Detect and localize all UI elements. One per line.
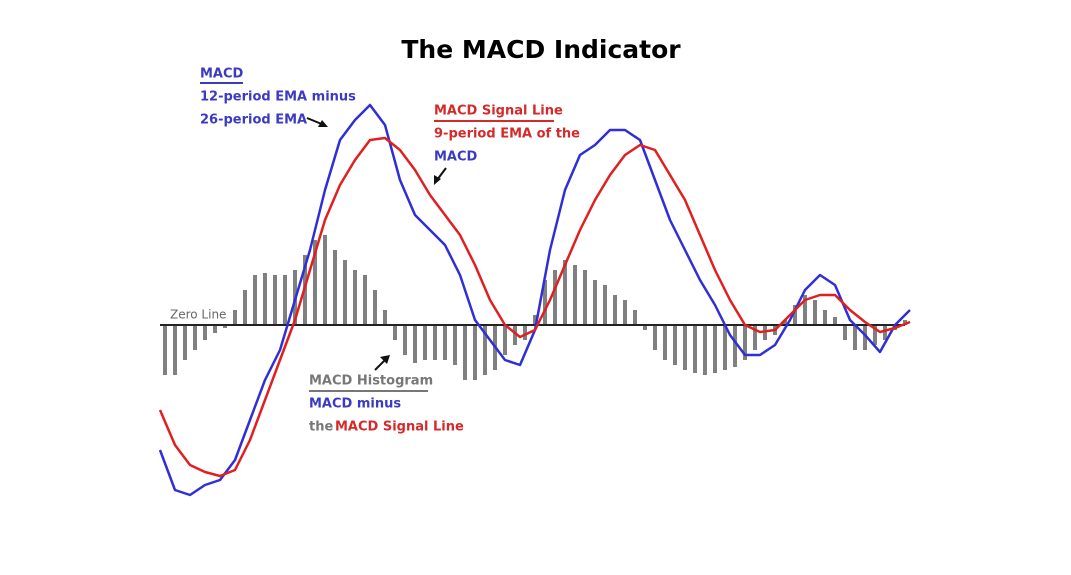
arrow-head: [434, 175, 441, 185]
annotation-text: the: [309, 420, 333, 435]
histogram-bar: [693, 325, 697, 373]
histogram-bar: [833, 317, 837, 325]
histogram-bar: [243, 290, 247, 325]
series-line: [158, 136, 911, 478]
histogram-bar: [793, 305, 797, 325]
histogram-bar: [743, 325, 747, 360]
histogram-bar: [263, 273, 267, 325]
histogram-bar: [653, 325, 657, 350]
histogram-bar: [183, 325, 187, 360]
histogram-bar: [433, 325, 437, 360]
histogram-bar: [563, 260, 567, 325]
histogram-bar: [823, 310, 827, 325]
histogram-bar: [573, 265, 577, 325]
histogram-bar: [723, 325, 727, 370]
histogram-bar: [253, 275, 257, 325]
histogram-bar: [363, 275, 367, 325]
histogram-bar: [753, 325, 757, 350]
annotation-heading: MACD Histogram: [309, 374, 433, 389]
histogram-bar: [633, 310, 637, 325]
histogram-bar: [373, 290, 377, 325]
histogram-bar: [733, 325, 737, 367]
histogram-bar: [213, 325, 217, 333]
histogram-bar: [283, 275, 287, 325]
histogram-bar: [473, 325, 477, 380]
histogram-bar: [813, 300, 817, 325]
histogram-bar: [463, 325, 467, 380]
histogram-bar: [353, 270, 357, 325]
histogram-bar: [343, 260, 347, 325]
histogram-bar: [233, 310, 237, 325]
histogram-bar: [333, 250, 337, 325]
histogram-bar: [543, 280, 547, 325]
histogram-bar: [853, 325, 857, 350]
histogram-bar: [583, 270, 587, 325]
histogram-bar: [413, 325, 417, 363]
arrow-head: [318, 120, 328, 127]
histogram-bar: [593, 280, 597, 325]
histogram-bar: [423, 325, 427, 360]
histogram-bar: [673, 325, 677, 365]
histogram-bar: [403, 325, 407, 355]
histogram-bar: [383, 310, 387, 325]
histogram-bar: [623, 300, 627, 325]
arrow-head: [380, 355, 390, 364]
histogram-bar: [323, 235, 327, 325]
histogram-bar: [193, 325, 197, 350]
annotation-text: MACD: [434, 150, 478, 165]
histogram-bar: [453, 325, 457, 365]
histogram-bar: [503, 325, 507, 355]
annotation-text: 9-period EMA of the: [434, 127, 580, 142]
histogram-bar: [663, 325, 667, 360]
histogram-bar: [613, 295, 617, 325]
y-tick-label: Zero Line: [170, 308, 226, 322]
annotation-heading: MACD Signal Line: [434, 104, 563, 119]
histogram-bar: [223, 325, 227, 328]
annotation-text: MACD Signal Line: [335, 420, 464, 435]
histogram-bar: [203, 325, 207, 340]
annotation-text: 26-period EMA: [200, 113, 307, 128]
plot: Zero Line: [158, 103, 911, 497]
histogram-bar: [163, 325, 167, 375]
histogram-bar: [513, 325, 517, 345]
annotation-heading: MACD: [200, 67, 244, 82]
histogram-bar: [803, 295, 807, 325]
histogram-bar: [683, 325, 687, 370]
histogram-bar: [533, 315, 537, 325]
histogram-bar: [703, 325, 707, 375]
histogram-bar: [713, 325, 717, 373]
histogram-bar: [603, 285, 607, 325]
series-line: [158, 103, 911, 497]
histogram-bar: [523, 325, 527, 340]
histogram-bar: [643, 325, 647, 330]
histogram-bar: [553, 270, 557, 325]
histogram-bar: [483, 325, 487, 375]
chart-title: The MACD Indicator: [401, 35, 681, 64]
histogram-bar: [863, 325, 867, 350]
annotation-text: 12-period EMA minus: [200, 90, 356, 105]
histogram-bar: [393, 325, 397, 340]
histogram-bar: [783, 320, 787, 325]
histogram-bar: [903, 320, 907, 325]
annotation-text: MACD minus: [309, 397, 401, 412]
histogram-bar: [873, 325, 877, 345]
histogram-bar: [883, 325, 887, 340]
histogram-bar: [313, 240, 317, 325]
histogram-bar: [443, 325, 447, 360]
histogram-bar: [843, 325, 847, 340]
histogram-bar: [273, 275, 277, 325]
histogram-bar: [173, 325, 177, 375]
